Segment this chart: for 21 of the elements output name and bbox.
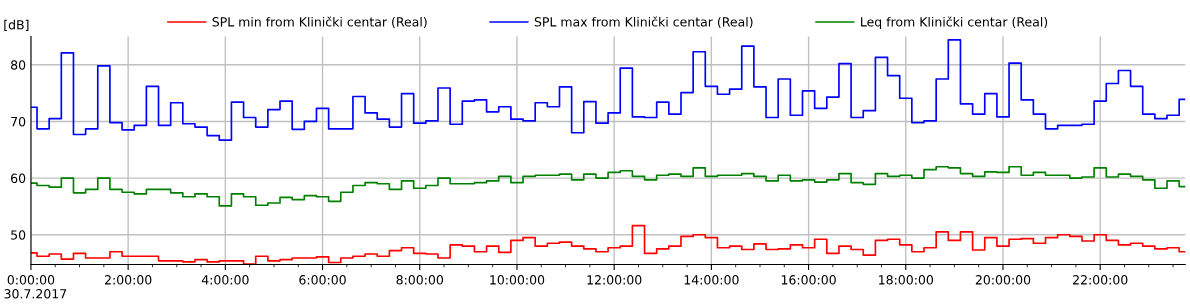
y-tick-label: 50 [11,230,26,240]
y-tick-label: 60 [11,173,26,184]
y-tick-label: 70 [11,116,26,127]
x-tick-label: 6:00:00 [299,275,346,285]
x-tick-label: 10:00:00 [490,275,545,285]
text: 30.7.2017 [4,289,67,299]
x-tick-label: 18:00:00 [879,275,934,285]
x-tick-label: 14:00:00 [684,275,739,285]
x-tick-label: 16:00:00 [781,275,836,285]
legend-label: SPL max from Klinički centar (Real) [534,16,753,29]
y-tick-label: 80 [11,60,26,70]
x-tick-label: 8:00:00 [396,275,444,285]
x-tick-label: 2:00:00 [104,275,152,285]
legend-label: Leq from Klinički centar (Real) [861,16,1048,29]
x-tick-label: 12:00:00 [587,275,642,285]
legend-label: SPL min from Klinički centar (Real) [212,16,427,29]
x-tick-label: 20:00:00 [975,275,1031,285]
x-tick-label: 22:00:00 [1073,275,1128,285]
x-tick-label: 0:00:00 [7,275,55,285]
y-axis-title: [dB] [4,19,29,31]
x-tick-label: 4:00:00 [201,275,249,285]
